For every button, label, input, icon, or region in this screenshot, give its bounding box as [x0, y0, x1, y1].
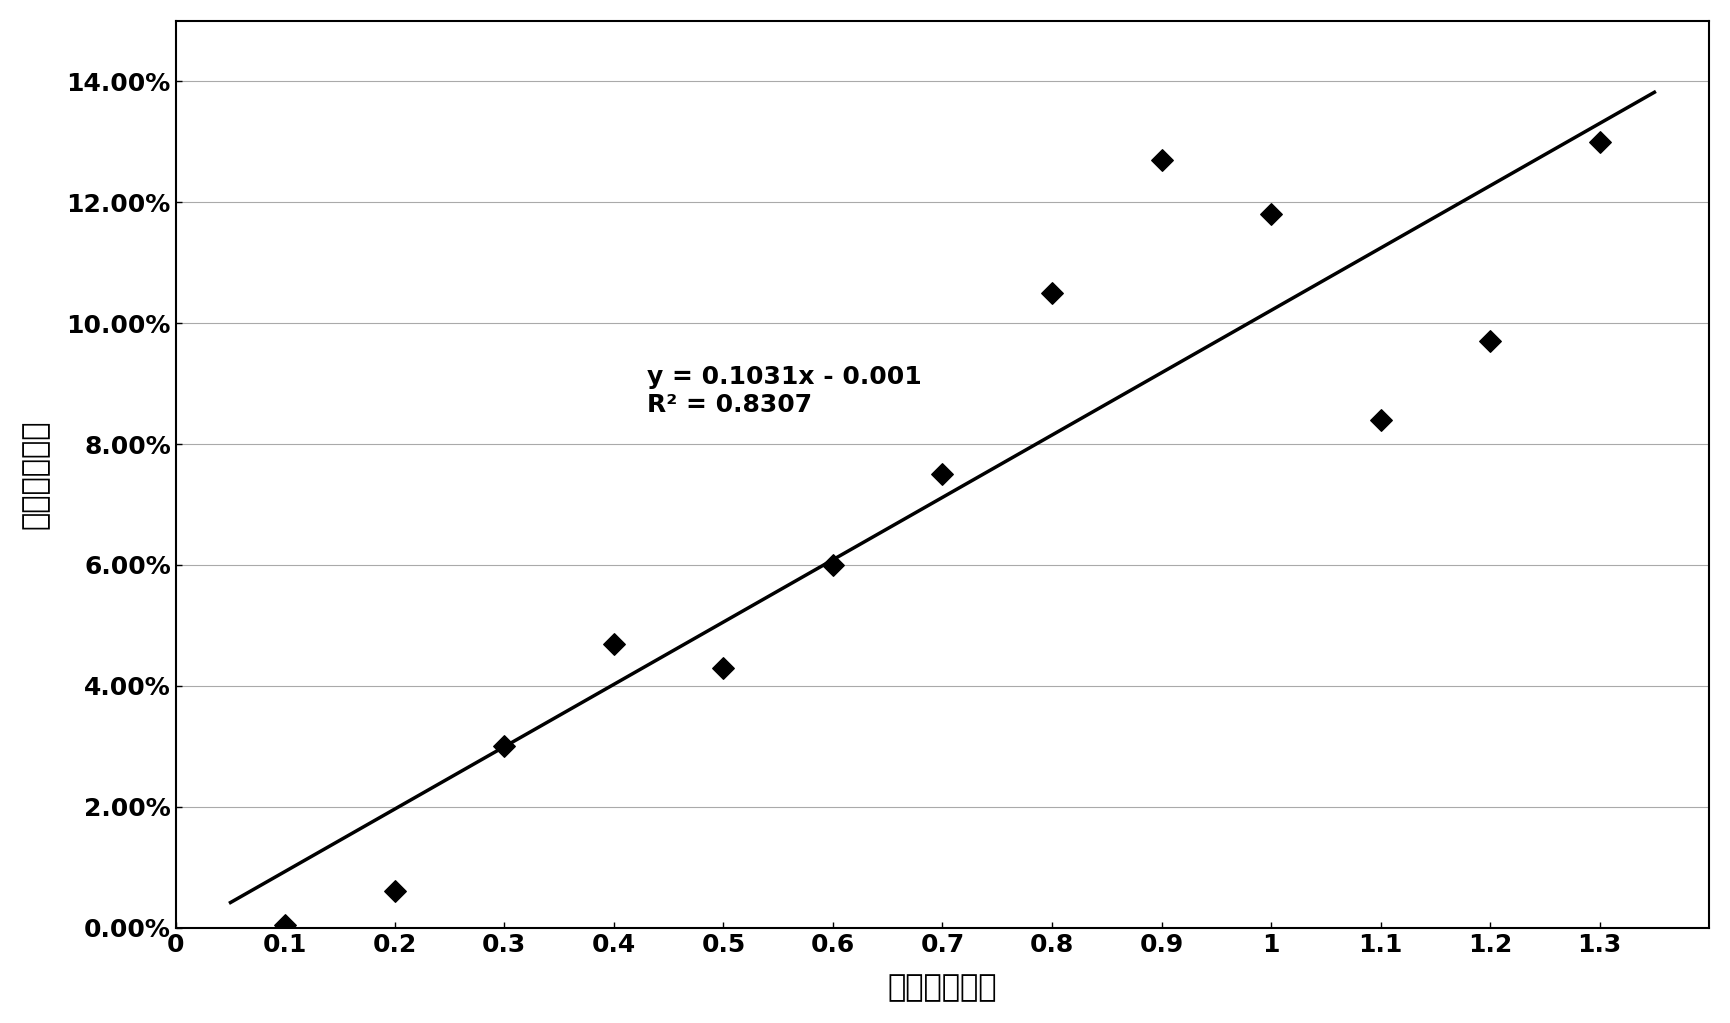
Point [1586, 134, 1614, 150]
Point [1367, 411, 1394, 428]
X-axis label: 样本空间分布: 样本空间分布 [887, 973, 996, 1003]
Point [929, 466, 957, 483]
Text: y = 0.1031x - 0.001
R² = 0.8307: y = 0.1031x - 0.001 R² = 0.8307 [647, 365, 922, 417]
Point [381, 883, 408, 899]
Point [1147, 151, 1175, 168]
Point [818, 557, 846, 573]
Point [600, 635, 628, 652]
Point [1258, 206, 1285, 222]
Point [1476, 333, 1503, 350]
Point [1038, 284, 1066, 301]
Y-axis label: 抗样误差变幅: 抗样误差变幅 [21, 419, 50, 529]
Point [709, 660, 737, 676]
Point [491, 738, 519, 754]
Point [272, 917, 299, 933]
